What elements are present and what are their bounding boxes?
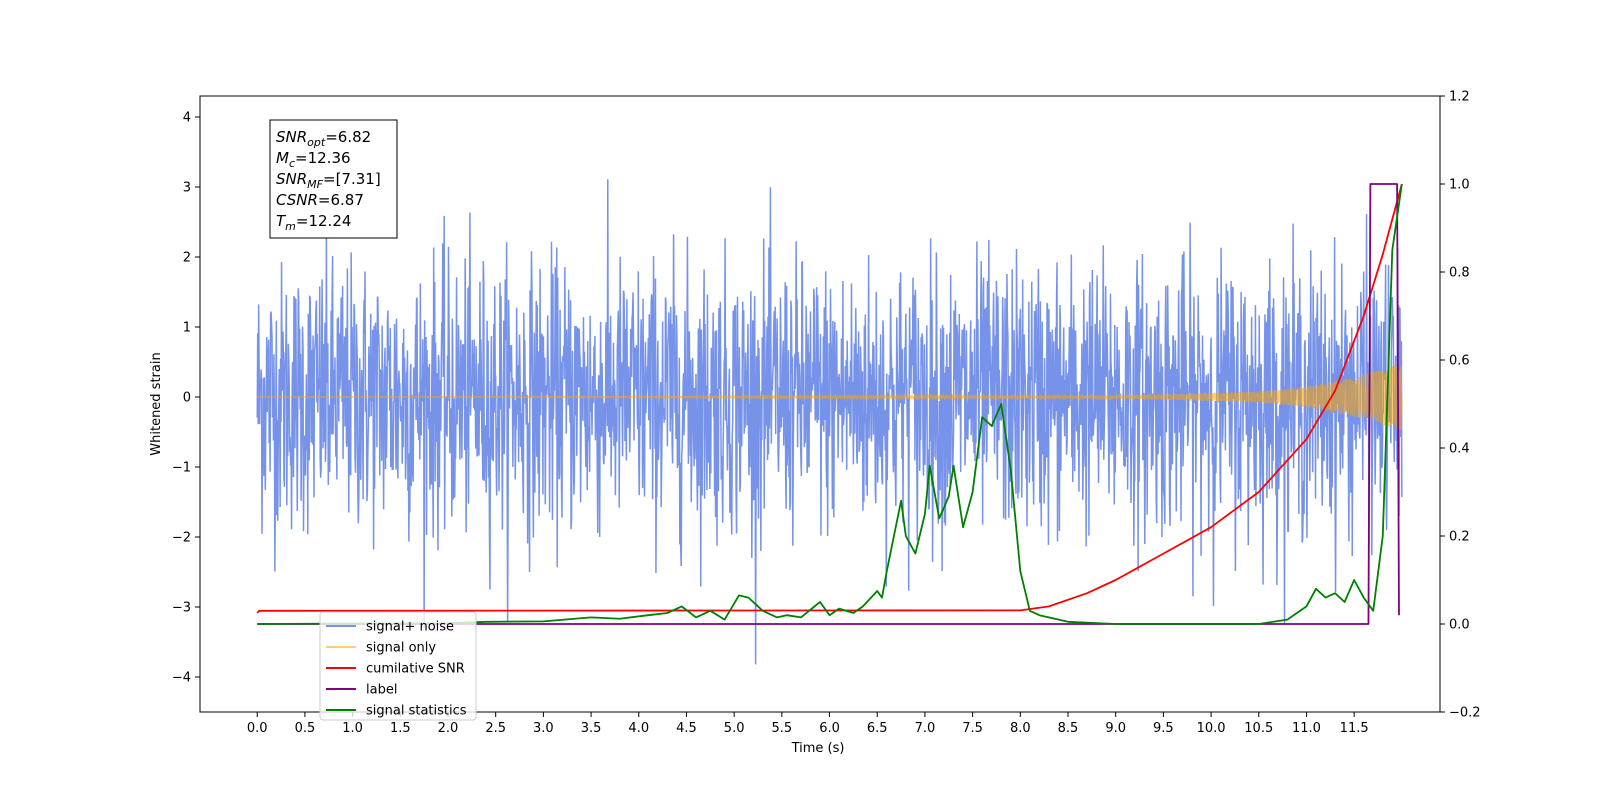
legend-label: signal only xyxy=(366,641,436,656)
x-tick-label: 0.5 xyxy=(295,721,316,736)
y-axis-label: Whitened strain xyxy=(149,352,164,455)
x-tick-label: 4.0 xyxy=(628,721,649,736)
info-line: CSNR=6.87 xyxy=(276,191,364,209)
info-box-frame xyxy=(269,119,398,239)
x-tick-label: 2.0 xyxy=(438,721,459,736)
x-tick-label: 5.0 xyxy=(724,721,745,736)
legend-label: signal statistics xyxy=(366,704,467,719)
x-tick-label: 10.5 xyxy=(1244,721,1273,736)
y2-tick-label: 0.2 xyxy=(1449,530,1470,545)
signal-noise-line xyxy=(256,179,1403,665)
legend: signal+ noise signal only cumilative SNR la… xyxy=(319,611,477,721)
x-tick-label: 3.0 xyxy=(533,721,554,736)
y2-tick-label: −0.2 xyxy=(1449,706,1481,721)
y2-tick-label: 0.0 xyxy=(1449,618,1470,633)
y-axis-left: −4 −3 −2 −1 0 1 2 3 4 xyxy=(172,111,200,686)
label-line xyxy=(257,183,1400,625)
y-tick-label: 3 xyxy=(183,181,191,196)
x-tick-label: 1.0 xyxy=(342,721,363,736)
y-axis-right: −0.2 0.0 0.2 0.4 0.6 0.8 1.0 1.2 xyxy=(1440,90,1481,721)
y2-tick-label: 0.8 xyxy=(1449,266,1470,281)
y-tick-label: −4 xyxy=(172,671,191,686)
legend-label: cumilative SNR xyxy=(366,662,465,677)
y-tick-label: 0 xyxy=(183,391,191,406)
x-tick-label: 4.5 xyxy=(676,721,697,736)
x-tick-label: 3.5 xyxy=(581,721,602,736)
x-tick-label: 8.0 xyxy=(1010,721,1031,736)
y2-tick-label: 1.0 xyxy=(1449,178,1470,193)
plot-frame xyxy=(199,95,1441,713)
y-tick-label: 2 xyxy=(183,251,191,266)
y-tick-label: −2 xyxy=(172,531,191,546)
y2-tick-label: 0.4 xyxy=(1449,442,1470,457)
x-tick-label: 11.5 xyxy=(1340,721,1369,736)
y2-tick-label: 0.6 xyxy=(1449,354,1470,369)
cumilative-snr-line xyxy=(256,183,1403,614)
x-tick-label: 2.5 xyxy=(485,721,506,736)
x-tick-label: 0.0 xyxy=(247,721,268,736)
x-tick-label: 1.5 xyxy=(390,721,411,736)
x-tick-label: 6.0 xyxy=(819,721,840,736)
info-line: Mc=12.36 xyxy=(276,149,351,170)
y-tick-label: −3 xyxy=(172,601,191,616)
x-axis: 0.0 0.5 1.0 1.5 2.0 2.5 3.0 3.5 4.0 4.5 5.0 5.5 6.0 6… xyxy=(247,712,1369,736)
series-layer xyxy=(256,179,1403,665)
y2-tick-label: 1.2 xyxy=(1449,90,1470,105)
legend-frame xyxy=(319,611,477,721)
x-tick-label: 6.5 xyxy=(867,721,888,736)
x-tick-label: 9.5 xyxy=(1153,721,1174,736)
info-line: SNRopt=6.82 xyxy=(276,128,371,149)
x-tick-label: 5.5 xyxy=(772,721,793,736)
legend-label: label xyxy=(366,683,397,698)
signal-statistics-line xyxy=(257,183,1403,625)
y-tick-label: 1 xyxy=(183,321,191,336)
info-box: SNRopt=6.82Mc=12.36SNRMF=[7.31]CSNR=6.87… xyxy=(269,119,398,239)
signal-only-line xyxy=(257,365,1403,430)
y-tick-label: −1 xyxy=(172,461,191,476)
x-axis-label: Time (s) xyxy=(791,741,845,756)
info-line: Tm=12.24 xyxy=(276,212,351,233)
x-tick-label: 7.0 xyxy=(915,721,936,736)
x-tick-label: 7.5 xyxy=(962,721,983,736)
info-line: SNRMF=[7.31] xyxy=(276,170,381,191)
x-tick-label: 10.0 xyxy=(1197,721,1226,736)
x-tick-label: 9.0 xyxy=(1105,721,1126,736)
y-tick-label: 4 xyxy=(183,111,191,126)
x-tick-label: 11.0 xyxy=(1292,721,1321,736)
x-tick-label: 8.5 xyxy=(1058,721,1079,736)
legend-label: signal+ noise xyxy=(366,620,454,635)
